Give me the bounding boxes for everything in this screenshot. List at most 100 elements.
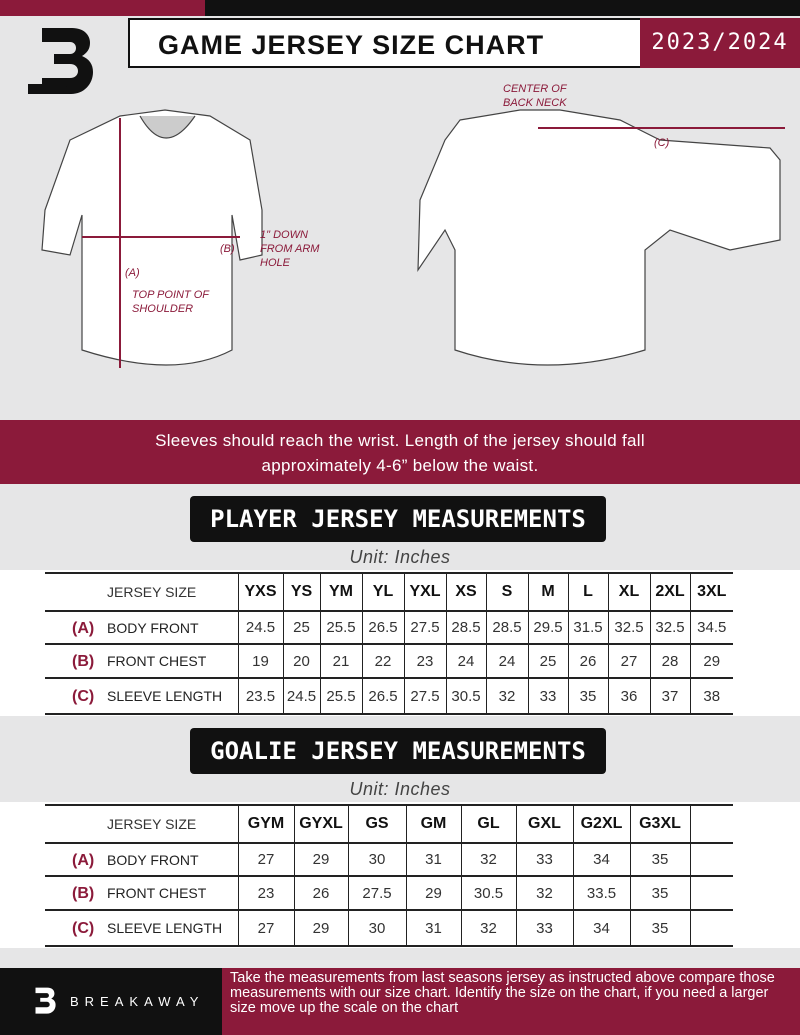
top-accent-bar — [0, 0, 205, 16]
table-cell: 33 — [527, 678, 568, 715]
table-cell: 29 — [689, 644, 733, 679]
row-label-cell: (B) FRONT CHEST — [45, 876, 238, 911]
table-cell: 24 — [485, 644, 528, 679]
player-size-table: JERSEY SIZE YXS YS YM YL YXL XS S M L XL 2XL 3XL (A) B… — [45, 572, 733, 715]
table-cell: 34 — [572, 843, 630, 877]
row-label-cell: (C) SLEEVE LENGTH — [45, 910, 238, 947]
table-cell — [689, 876, 733, 911]
table-cell: 29.5 — [527, 611, 568, 645]
table-cell: 27.5 — [403, 611, 446, 645]
measure-label: BODY FRONT — [107, 619, 199, 636]
table-cell: 27.5 — [347, 876, 406, 911]
measure-label: FRONT CHEST — [107, 653, 207, 669]
measure-label: BODY FRONT — [107, 851, 199, 868]
measure-label: FRONT CHEST — [107, 885, 207, 901]
size-header: YL — [361, 573, 404, 612]
table-cell: 24.5 — [282, 678, 320, 715]
table-cell: 27 — [237, 910, 294, 947]
table-row: (A) BODY FRONT 24.5 25 25.5 26.5 27.5 28.5 28.5 2… — [45, 611, 733, 645]
table-cell: 25.5 — [319, 678, 362, 715]
row-label-cell: (C) SLEEVE LENGTH — [45, 678, 238, 715]
size-header — [689, 805, 733, 844]
table-cell: 38 — [689, 678, 733, 715]
measure-key: (C) — [72, 920, 95, 937]
footer-instructions: Take the measurements from last seasons … — [222, 968, 800, 1035]
table-cell: 34 — [572, 910, 630, 947]
table-header-row: JERSEY SIZE GYM GYXL GS GM GL GXL G2XL G3XL — [45, 805, 733, 844]
size-header: YXS — [237, 573, 283, 612]
size-header: XS — [445, 573, 486, 612]
top-bar — [205, 0, 800, 16]
label-c: (C) — [654, 137, 670, 149]
table-cell: 19 — [237, 644, 283, 679]
banner-line-2: approximately 4-6” below the waist. — [261, 456, 539, 475]
footer-brand-area — [0, 968, 222, 1035]
size-header: YS — [282, 573, 320, 612]
front-collar — [139, 115, 196, 139]
table-cell: 27.5 — [403, 678, 446, 715]
size-header: XL — [607, 573, 650, 612]
table-cell: 35 — [629, 876, 690, 911]
table-cell: 32 — [460, 910, 516, 947]
footer-logo — [35, 987, 56, 1014]
size-header: YM — [319, 573, 362, 612]
table-row: (A) BODY FRONT 27 29 30 31 32 33 34 35 — [45, 843, 733, 877]
table-cell: 27 — [607, 644, 650, 679]
size-header: YXL — [403, 573, 446, 612]
table-cell: 31 — [405, 843, 461, 877]
table-row: (B) FRONT CHEST 19 20 21 22 23 24 24 25 26 27 28 29 — [45, 644, 733, 679]
size-header: GM — [405, 805, 461, 844]
size-header: M — [527, 573, 568, 612]
table-cell: 30.5 — [460, 876, 516, 911]
table-cell: 35 — [629, 910, 690, 947]
table-cell: 27 — [237, 843, 294, 877]
label-arm-hole: 1" DOWN FROM ARM HOLE — [260, 229, 320, 269]
table-cell: 30 — [347, 843, 406, 877]
table-cell: 32 — [515, 876, 573, 911]
table-cell: 26.5 — [361, 678, 404, 715]
table-cell: 33 — [515, 910, 573, 947]
table-cell: 24.5 — [237, 611, 283, 645]
size-header: 2XL — [649, 573, 690, 612]
goalie-size-table: JERSEY SIZE GYM GYXL GS GM GL GXL G2XL G3XL (A) BO… — [45, 804, 733, 947]
measure-key: (A) — [72, 851, 95, 869]
label-shoulder: TOP POINT OF SHOULDER — [132, 289, 209, 315]
measure-label: SLEEVE LENGTH — [107, 920, 223, 936]
measure-label: SLEEVE LENGTH — [107, 688, 223, 704]
page-title: GAME JERSEY SIZE CHART — [128, 18, 642, 68]
table-cell: 23 — [403, 644, 446, 679]
table-cell: 22 — [361, 644, 404, 679]
table-cell: 20 — [282, 644, 320, 679]
size-header: GYM — [237, 805, 294, 844]
table-cell: 37 — [649, 678, 690, 715]
table-cell: 23.5 — [237, 678, 283, 715]
table-cell: 24 — [445, 644, 486, 679]
size-header-label: JERSEY SIZE — [45, 573, 238, 612]
table-row: (C) SLEEVE LENGTH 23.5 24.5 25.5 26.5 27.5 30.5… — [45, 678, 733, 715]
size-header: GYXL — [293, 805, 348, 844]
size-header-label: JERSEY SIZE — [45, 805, 238, 844]
table-cell: 31 — [405, 910, 461, 947]
table-cell: 32.5 — [607, 611, 650, 645]
table-cell: 26.5 — [361, 611, 404, 645]
row-label-cell: (A) BODY FRONT — [45, 611, 238, 645]
table-cell: 29 — [293, 910, 348, 947]
table-cell: 30.5 — [445, 678, 486, 715]
table-cell: 31.5 — [567, 611, 608, 645]
size-header: GXL — [515, 805, 573, 844]
table-cell: 35 — [629, 843, 690, 877]
row-label-cell: (B) FRONT CHEST — [45, 644, 238, 679]
goalie-section-title: GOALIE JERSEY MEASUREMENTS — [190, 728, 606, 774]
instruction-banner: Sleeves should reach the wrist. Length o… — [0, 420, 800, 484]
table-cell: 28 — [649, 644, 690, 679]
table-cell: 26 — [567, 644, 608, 679]
table-cell: 30 — [347, 910, 406, 947]
back-jersey — [417, 109, 781, 366]
table-row: (C) SLEEVE LENGTH 27 29 30 31 32 33 34 35 — [45, 910, 733, 947]
table-cell: 28.5 — [445, 611, 486, 645]
table-cell: 23 — [237, 876, 294, 911]
size-header: G2XL — [572, 805, 630, 844]
table-cell: 34.5 — [689, 611, 733, 645]
label-center-back-neck: CENTER OF BACK NECK — [503, 83, 567, 109]
table-cell: 33.5 — [572, 876, 630, 911]
